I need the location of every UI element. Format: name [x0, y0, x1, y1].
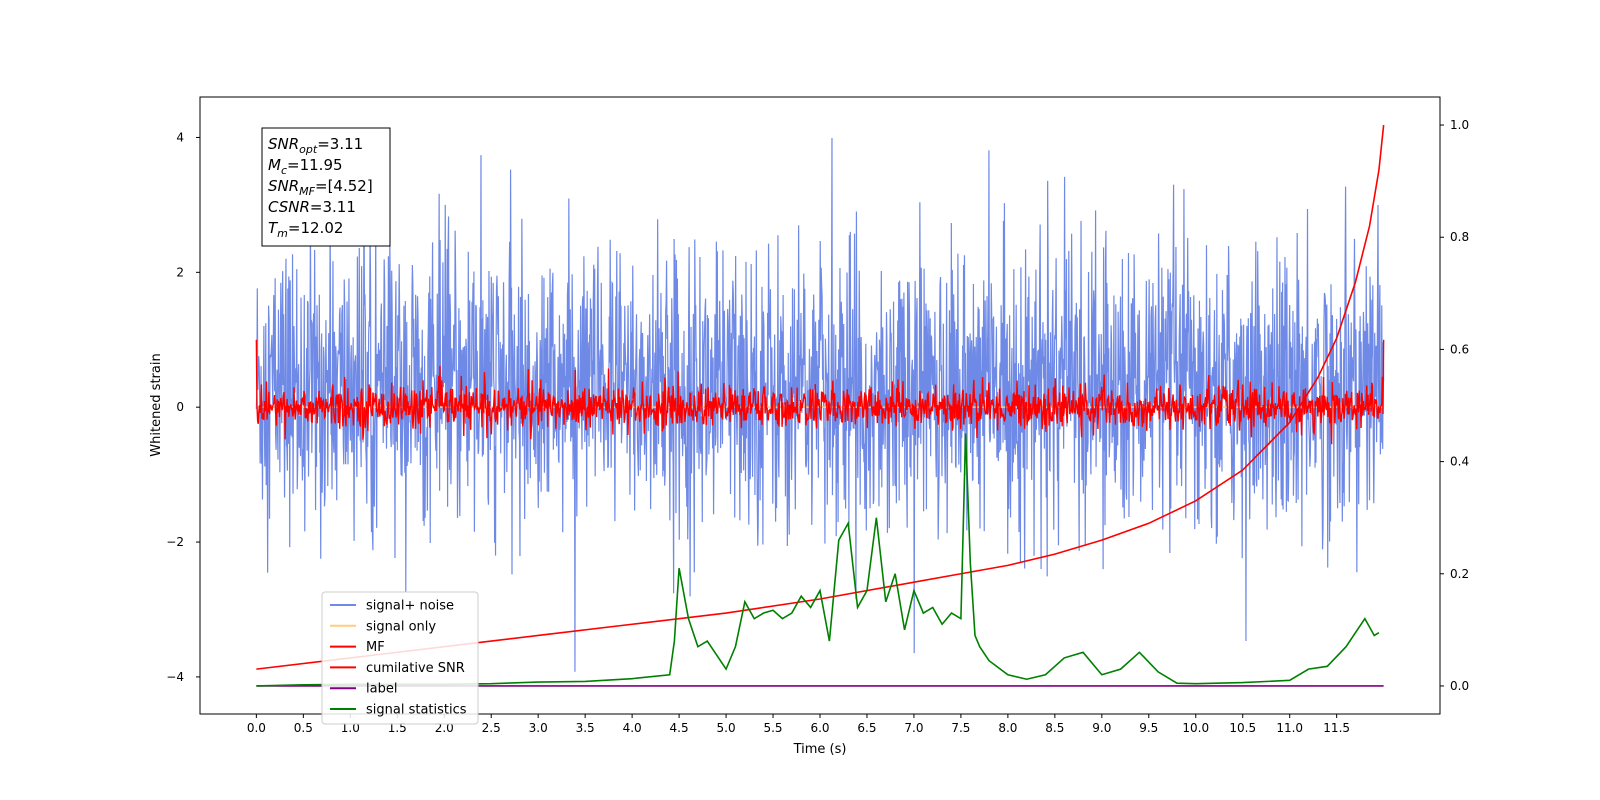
series-cumilative-snr [256, 124, 1385, 670]
legend: signal+ noise signal only MF cumilative SNR… [321, 591, 479, 725]
legend-label: cumilative SNR [366, 661, 465, 676]
x-tick-label: 0.0 [247, 721, 266, 735]
annotation-line: CSNR=3.11 [268, 198, 356, 216]
y2-tick-label: 0.2 [1450, 567, 1469, 581]
legend-label: MF [366, 640, 385, 655]
y-tick-label: 2 [176, 265, 184, 279]
annotation-line: SNRopt=3.11 [268, 135, 363, 156]
x-tick-label: 8.0 [998, 721, 1017, 735]
annotation-line: SNRMF=[4.52] [268, 177, 373, 198]
x-tick-label: 10.0 [1182, 721, 1209, 735]
x-tick-label: 3.0 [529, 721, 548, 735]
legend-label: signal statistics [366, 703, 467, 718]
annotation-line: Tm=12.02 [268, 219, 343, 240]
y2-tick-label: 0.0 [1450, 679, 1469, 693]
legend-label: signal+ noise [366, 599, 454, 614]
x-tick-label: 9.5 [1139, 721, 1158, 735]
annotation-line: Mc=11.95 [268, 156, 343, 177]
y-tick-label: 4 [176, 130, 184, 144]
x-tick-label: 6.5 [857, 721, 876, 735]
x-tick-label: 5.0 [717, 721, 736, 735]
y2-tick-label: 1.0 [1450, 118, 1469, 132]
x-tick-label: 4.0 [623, 721, 642, 735]
x-tick-label: 11.0 [1276, 721, 1303, 735]
x-tick-label: 7.5 [951, 721, 970, 735]
y-tick-label: −2 [166, 535, 184, 549]
x-tick-label: 11.5 [1323, 721, 1350, 735]
y-tick-label: 0 [176, 400, 184, 414]
legend-label: label [366, 682, 397, 697]
x-tick-label: 0.5 [294, 721, 313, 735]
legend-frame [321, 591, 479, 725]
x-tick-label: 8.5 [1045, 721, 1064, 735]
legend-label: signal only [366, 619, 436, 634]
x-tick-label: 5.5 [763, 721, 782, 735]
series-signal-statistics [256, 433, 1380, 687]
x-tick-label: 6.0 [810, 721, 829, 735]
y-tick-label: −4 [166, 670, 184, 684]
series-mf [255, 339, 1385, 445]
y2-tick-label: 0.6 [1450, 342, 1469, 356]
annotation-box: SNRopt=3.11Mc=11.95SNRMF=[4.52]CSNR=3.11… [261, 127, 391, 247]
x-tick-label: 10.5 [1229, 721, 1256, 735]
y2-tick-label: 0.4 [1450, 455, 1469, 469]
x-axis-label: Time (s) [793, 742, 847, 757]
y2-tick-label: 0.8 [1450, 230, 1469, 244]
y-axis-label: Whitened strain [149, 353, 164, 456]
x-tick-label: 7.0 [904, 721, 923, 735]
annotation-frame [261, 127, 391, 247]
series-signal-noise [255, 138, 1385, 672]
x-tick-label: 3.5 [576, 721, 595, 735]
x-tick-label: 2.5 [482, 721, 501, 735]
x-tick-label: 9.0 [1092, 721, 1111, 735]
x-tick-label: 4.5 [670, 721, 689, 735]
